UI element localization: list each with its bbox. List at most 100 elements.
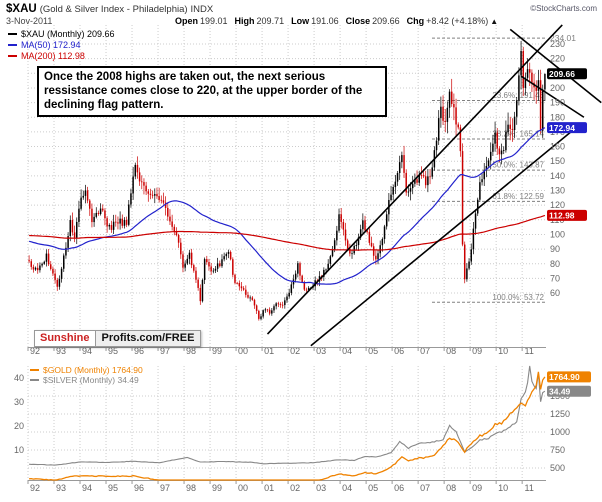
svg-text:96: 96 <box>134 483 144 493</box>
svg-text:150: 150 <box>550 156 565 166</box>
svg-text:97: 97 <box>160 483 170 493</box>
quote-label: Close <box>345 16 371 26</box>
svg-text:1250: 1250 <box>550 409 570 419</box>
svg-text:20: 20 <box>14 421 24 431</box>
svg-text:130: 130 <box>550 186 565 196</box>
svg-text:10: 10 <box>498 483 508 493</box>
svg-text:95: 95 <box>108 346 118 356</box>
trendlines <box>266 24 602 347</box>
svg-text:00: 00 <box>238 346 248 356</box>
svg-text:98: 98 <box>186 483 196 493</box>
svg-text:07: 07 <box>420 483 430 493</box>
svg-text:95: 95 <box>108 483 118 493</box>
stockcharts-credit: ©StockCharts.com <box>530 4 597 13</box>
svg-text:1000: 1000 <box>550 427 570 437</box>
bottom-value-boxes: 1764.90 34.49 <box>547 371 591 397</box>
legend-item: $GOLD (Monthly) 1764.90 <box>30 365 143 375</box>
quote-value: +8.42 (+4.18%) <box>426 16 489 26</box>
svg-text:500: 500 <box>550 463 565 473</box>
svg-text:40: 40 <box>14 373 24 383</box>
svg-text:01: 01 <box>264 346 274 356</box>
svg-text:92: 92 <box>30 346 40 356</box>
svg-text:92: 92 <box>30 483 40 493</box>
svg-text:94: 94 <box>82 483 92 493</box>
svg-text:08: 08 <box>446 346 456 356</box>
svg-text:34.49: 34.49 <box>549 386 571 396</box>
svg-text:00: 00 <box>238 483 248 493</box>
main-right-axis: 2302202102001901801701601501401301201101… <box>547 39 587 298</box>
svg-text:99: 99 <box>212 346 222 356</box>
svg-text:100: 100 <box>550 229 565 239</box>
svg-text:09: 09 <box>472 483 482 493</box>
symbol-name: (Gold & Silver Index - Philadelphia) <box>39 4 188 15</box>
series-swatch-icon <box>8 33 17 35</box>
svg-text:200: 200 <box>550 83 565 93</box>
series-swatch-icon <box>30 379 39 381</box>
bottom-axes-labels: 15001250100075050040302010 <box>14 373 570 473</box>
quote-label: Low <box>291 16 310 26</box>
series-label: MA(50) 172.94 <box>21 40 81 50</box>
svg-text:80: 80 <box>550 259 560 269</box>
svg-text:160: 160 <box>550 142 565 152</box>
svg-text:70: 70 <box>550 273 560 283</box>
svg-text:38.2%: 165.14: 38.2%: 165.14 <box>492 130 544 139</box>
legend-item: MA(50) 172.94 <box>8 40 115 51</box>
ma200-line <box>29 214 546 251</box>
series-label: $XAU (Monthly) 209.66 <box>21 29 115 39</box>
svg-text:02: 02 <box>290 483 300 493</box>
svg-text:11: 11 <box>524 483 533 493</box>
series-label: MA(200) 112.98 <box>21 51 85 61</box>
xau-candles <box>28 41 546 321</box>
svg-text:06: 06 <box>394 483 404 493</box>
svg-text:30: 30 <box>14 397 24 407</box>
svg-text:120: 120 <box>550 200 565 210</box>
svg-text:140: 140 <box>550 171 565 181</box>
series-swatch-icon <box>30 369 39 371</box>
ohlc-quote: Open 199.01 High 209.71 Low 191.06 Close 209.66… <box>168 16 498 26</box>
svg-text:99: 99 <box>212 483 222 493</box>
quote-value: 191.06 <box>311 16 339 26</box>
svg-text:01: 01 <box>264 483 274 493</box>
svg-text:04: 04 <box>342 346 352 356</box>
svg-text:234.01: 234.01 <box>550 33 576 43</box>
svg-text:10: 10 <box>498 346 508 356</box>
svg-text:97: 97 <box>160 346 170 356</box>
legend-item: MA(200) 112.98 <box>8 51 115 62</box>
svg-text:50.0%: 143.87: 50.0%: 143.87 <box>492 161 544 170</box>
svg-text:180: 180 <box>550 112 565 122</box>
svg-text:220: 220 <box>550 54 565 64</box>
series-swatch-icon <box>8 55 17 57</box>
ma50-line <box>28 127 546 285</box>
symbol: $XAU <box>6 3 37 15</box>
svg-text:98: 98 <box>186 346 196 356</box>
svg-text:04: 04 <box>342 483 352 493</box>
svg-text:112.98: 112.98 <box>549 211 575 221</box>
quote-label: Open <box>175 16 199 26</box>
annotation-note: Once the 2008 highs are taken out, the n… <box>37 66 387 118</box>
svg-text:03: 03 <box>316 483 326 493</box>
svg-text:03: 03 <box>316 346 326 356</box>
svg-text:11: 11 <box>524 346 533 356</box>
svg-text:61.8%: 122.59: 61.8%: 122.59 <box>492 192 544 201</box>
svg-text:750: 750 <box>550 445 565 455</box>
quote-bar: 3-Nov-2011 Open 199.01 High 209.71 Low 191.06 C… <box>6 16 498 26</box>
logo-sunshine-label: Sunshine <box>40 332 90 344</box>
svg-text:100.0%: 53.72: 100.0%: 53.72 <box>492 293 544 302</box>
chart-title: $XAU (Gold & Silver Index - Philadelphia)… <box>6 3 213 15</box>
svg-text:1764.90: 1764.90 <box>549 372 580 382</box>
svg-text:07: 07 <box>420 346 430 356</box>
legend-item: $XAU (Monthly) 209.66 <box>8 29 115 40</box>
svg-text:60: 60 <box>550 288 560 298</box>
gold-price-line <box>29 371 546 481</box>
series-swatch-icon <box>8 44 17 46</box>
svg-text:90: 90 <box>550 244 560 254</box>
bottom-grid: 92 93 94 95 96 97 98 99 00 01 02 03 04 05 06 07 08 09 10 11 <box>27 366 546 493</box>
sunshine-profits-logo: Sunshine Profits.com/FREE <box>34 330 202 347</box>
quote-value: 209.66 <box>372 16 400 26</box>
svg-text:172.94: 172.94 <box>549 123 575 133</box>
quote-date: 3-Nov-2011 <box>6 16 53 26</box>
series-label: $GOLD (Monthly) 1764.90 <box>43 365 143 375</box>
svg-text:190: 190 <box>550 98 565 108</box>
quote-value: 209.71 <box>256 16 285 26</box>
